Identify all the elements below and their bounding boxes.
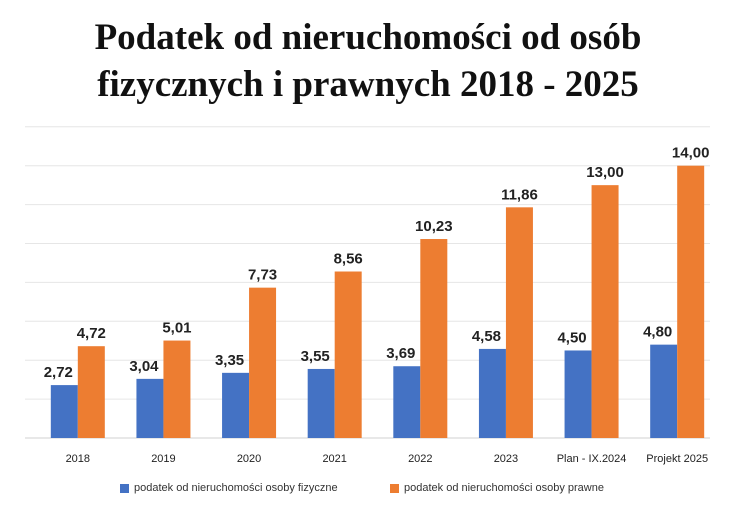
chart-title-line-2: fizycznych i prawnych 2018 - 2025 bbox=[97, 64, 639, 105]
data-label-fizyczne: 4,80 bbox=[643, 324, 672, 341]
chart-title: Podatek od nieruchomości od osób fizyczn… bbox=[0, 14, 736, 108]
bar-prawne bbox=[591, 185, 619, 438]
bar-fizyczne bbox=[222, 372, 250, 438]
x-tick-label: 2020 bbox=[237, 453, 261, 465]
x-tick-label: 2018 bbox=[66, 453, 90, 465]
data-label-prawne: 10,23 bbox=[415, 218, 453, 235]
data-label-prawne: 11,86 bbox=[501, 186, 538, 203]
data-label-fizyczne: 2,72 bbox=[44, 364, 73, 381]
data-label-fizyczne: 3,55 bbox=[301, 348, 330, 365]
legend-swatch-fizyczne bbox=[120, 483, 129, 493]
bar-fizyczne bbox=[307, 368, 335, 438]
bar-prawne bbox=[334, 271, 362, 438]
legend-label-fizyczne: podatek od nieruchomości osoby fizyczne bbox=[134, 482, 338, 494]
data-label-prawne: 5,01 bbox=[162, 320, 191, 337]
bar-fizyczne bbox=[650, 344, 678, 438]
x-tick-label: 2023 bbox=[494, 453, 518, 465]
bar-prawne bbox=[77, 346, 105, 438]
legend-label-prawne: podatek od nieruchomości osoby prawne bbox=[404, 482, 604, 494]
data-label-prawne: 14,00 bbox=[672, 145, 710, 162]
data-label-fizyczne: 4,58 bbox=[472, 328, 501, 345]
bar-fizyczne bbox=[393, 366, 421, 438]
bar-prawne bbox=[163, 340, 191, 438]
data-label-prawne: 4,72 bbox=[77, 325, 106, 342]
data-label-prawne: 7,73 bbox=[248, 267, 277, 284]
bar-prawne bbox=[505, 207, 533, 438]
x-tick-label: Plan - IX.2024 bbox=[557, 453, 627, 465]
legend-swatch-prawne bbox=[390, 483, 399, 493]
legend-item-fizyczne: podatek od nieruchomości osoby fizyczne bbox=[120, 482, 338, 494]
x-tick-label: 2019 bbox=[151, 453, 175, 465]
x-tick-label: 2021 bbox=[322, 453, 346, 465]
bar-fizyczne bbox=[564, 350, 592, 438]
chart-title-line-1: Podatek od nieruchomości od osób bbox=[94, 17, 642, 58]
bar-prawne bbox=[677, 165, 705, 438]
data-label-prawne: 8,56 bbox=[334, 251, 363, 268]
bar-prawne bbox=[249, 287, 277, 438]
bar-chart: 2,72 4,72 2018 3,04 5,01 2019 3,35 7,73 2020 3,55… bbox=[25, 126, 710, 465]
x-tick-label: 2022 bbox=[408, 453, 432, 465]
bar-fizyczne bbox=[50, 385, 78, 438]
chart-legend: podatek od nieruchomości osoby fizyczne … bbox=[0, 482, 736, 502]
data-label-fizyczne: 3,04 bbox=[129, 358, 159, 375]
data-label-fizyczne: 3,35 bbox=[215, 352, 244, 369]
legend-item-prawne: podatek od nieruchomości osoby prawne bbox=[390, 482, 604, 494]
x-tick-label: Projekt 2025 bbox=[646, 453, 708, 465]
data-label-prawne: 13,00 bbox=[586, 164, 624, 181]
bar-fizyczne bbox=[136, 378, 164, 438]
data-label-fizyczne: 4,50 bbox=[557, 329, 586, 346]
data-label-fizyczne: 3,69 bbox=[386, 345, 415, 362]
bar-prawne bbox=[420, 239, 448, 438]
bar-fizyczne bbox=[478, 348, 506, 438]
